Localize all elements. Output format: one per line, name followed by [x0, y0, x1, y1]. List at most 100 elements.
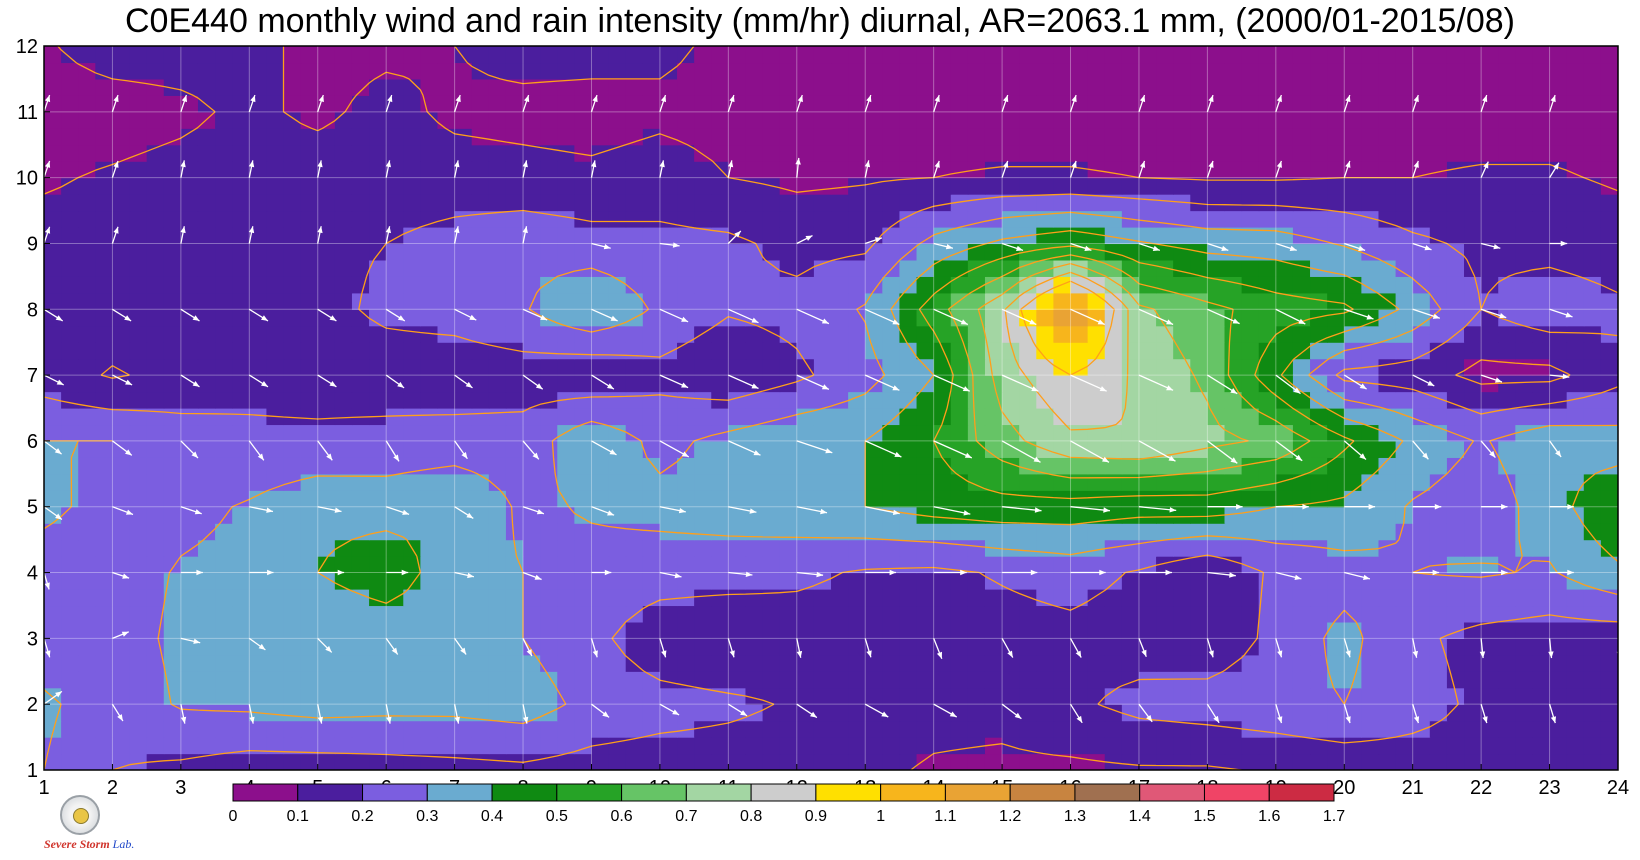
- heatmap-cell: [642, 572, 661, 590]
- heatmap-cell: [283, 227, 302, 245]
- heatmap-cell: [1532, 687, 1551, 705]
- wind-arrow: [249, 506, 274, 513]
- heatmap-cell: [61, 161, 79, 179]
- heatmap-cell: [1121, 539, 1140, 557]
- heatmap-cell: [1344, 473, 1362, 491]
- heatmap-cell: [540, 490, 558, 508]
- heatmap-cell: [1515, 309, 1534, 327]
- heatmap-cell: [608, 424, 627, 442]
- heatmap-cell: [916, 161, 935, 179]
- heatmap-cell: [197, 259, 216, 277]
- heatmap-cell: [369, 671, 387, 689]
- heatmap-cell: [403, 440, 421, 458]
- heatmap-cell: [1310, 440, 1328, 458]
- heatmap-cell: [266, 704, 285, 722]
- heatmap-cell: [779, 78, 798, 96]
- heatmap-cell: [266, 243, 285, 261]
- heatmap-cell: [625, 391, 644, 409]
- heatmap-cell: [540, 375, 558, 393]
- heatmap-cell: [1173, 424, 1191, 442]
- heatmap-cell: [882, 704, 901, 722]
- heatmap-cell: [1241, 161, 1260, 179]
- heatmap-cell: [540, 638, 558, 656]
- heatmap-cell: [659, 292, 678, 310]
- heatmap-cell: [95, 210, 114, 228]
- heatmap-cell: [369, 78, 387, 96]
- heatmap-cell: [1327, 292, 1345, 310]
- heatmap-cell: [488, 194, 507, 212]
- heatmap-cell: [317, 506, 336, 524]
- heatmap-cell: [61, 605, 79, 623]
- heatmap-cell: [488, 227, 507, 245]
- heatmap-cell: [574, 621, 593, 639]
- heatmap-cell: [882, 753, 901, 770]
- wind-arrow: [38, 769, 45, 788]
- heatmap-cell: [61, 276, 79, 294]
- heatmap-cell: [471, 539, 490, 557]
- heatmap-cell: [608, 753, 627, 770]
- heatmap-cell: [728, 292, 747, 310]
- heatmap-cell: [762, 46, 781, 64]
- heatmap-cell: [112, 473, 131, 491]
- heatmap-cell: [813, 144, 832, 162]
- heatmap-cell: [437, 506, 456, 524]
- heatmap-cell: [420, 46, 439, 64]
- heatmap-cell: [711, 358, 729, 376]
- heatmap-cell: [916, 753, 935, 770]
- heatmap-cell: [711, 654, 729, 672]
- heatmap-cell: [831, 111, 849, 129]
- heatmap-cell: [1087, 227, 1106, 245]
- heatmap-cell: [1156, 457, 1174, 475]
- heatmap-cell: [1173, 605, 1191, 623]
- heatmap-cell: [232, 309, 250, 327]
- heatmap-cell: [317, 737, 336, 755]
- heatmap-cell: [232, 589, 250, 607]
- heatmap-cell: [540, 292, 558, 310]
- heatmap-cell: [1344, 342, 1362, 360]
- heatmap-cell: [146, 671, 165, 689]
- heatmap-cell: [950, 128, 969, 146]
- wind-arrow: [591, 440, 617, 456]
- heatmap-cell: [608, 408, 627, 426]
- heatmap-cell: [591, 440, 610, 458]
- heatmap-cell: [762, 457, 781, 475]
- heatmap-cell: [1429, 473, 1448, 491]
- heatmap-cell: [437, 490, 456, 508]
- heatmap-cell: [608, 243, 627, 261]
- wind-arrow: [1480, 94, 1488, 113]
- heatmap-cell: [831, 539, 849, 557]
- heatmap-cell: [916, 704, 935, 722]
- heatmap-cell: [1446, 177, 1465, 195]
- heatmap-cell: [1241, 177, 1260, 195]
- heatmap-cell: [215, 243, 233, 261]
- heatmap-cell: [317, 243, 336, 261]
- heatmap-cell: [1036, 621, 1055, 639]
- heatmap-cell: [1600, 62, 1618, 80]
- heatmap-cell: [967, 342, 986, 360]
- heatmap-cell: [351, 62, 370, 80]
- heatmap-cell: [950, 78, 969, 96]
- heatmap-cell: [232, 506, 250, 524]
- heatmap-cell: [1532, 111, 1551, 129]
- heatmap-cell: [1258, 737, 1277, 755]
- heatmap-cell: [762, 671, 781, 689]
- wind-arrow: [1617, 704, 1625, 724]
- heatmap-cell: [848, 654, 866, 672]
- heatmap-cell: [334, 490, 353, 508]
- heatmap-cell: [1241, 227, 1260, 245]
- heatmap-cell: [334, 161, 353, 179]
- heatmap-cell: [1378, 375, 1397, 393]
- heatmap-cell: [745, 589, 764, 607]
- heatmap-cell: [1583, 490, 1602, 508]
- heatmap-cell: [1224, 440, 1243, 458]
- heatmap-cell: [796, 539, 815, 557]
- heatmap-cell: [1583, 259, 1602, 277]
- heatmap-cell: [1258, 687, 1277, 705]
- heatmap-cell: [591, 128, 610, 146]
- heatmap-cell: [967, 408, 986, 426]
- heatmap-cell: [1361, 753, 1380, 770]
- wind-arrow: [317, 374, 337, 388]
- heatmap-cell: [1207, 572, 1226, 590]
- heatmap-cell: [1310, 523, 1328, 541]
- heatmap-cell: [180, 210, 199, 228]
